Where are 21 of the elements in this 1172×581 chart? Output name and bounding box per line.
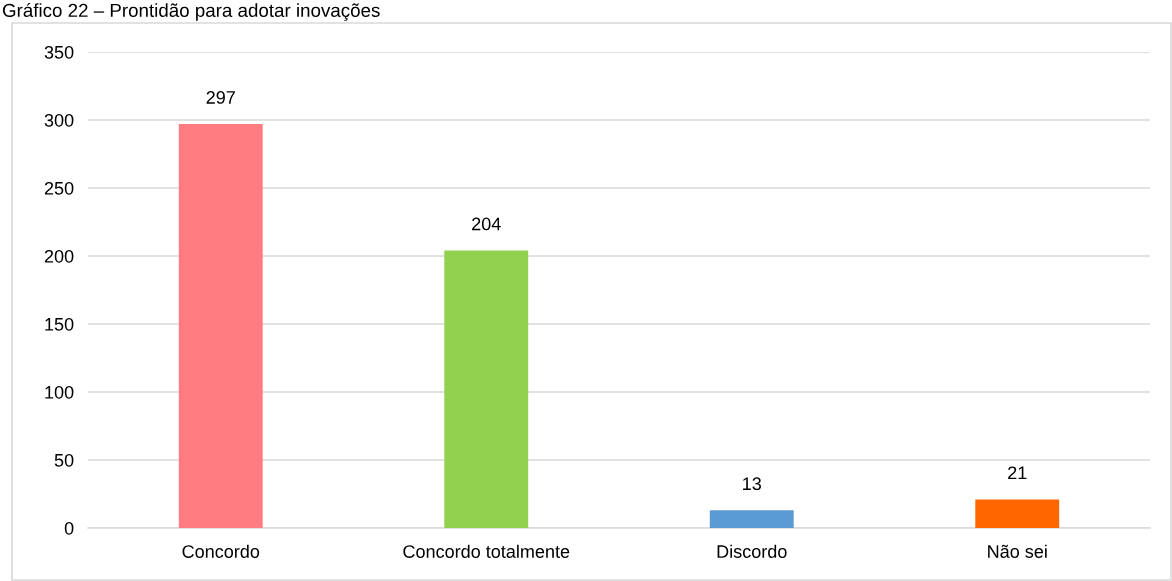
data-label: 13 <box>743 477 761 491</box>
bar <box>178 124 263 528</box>
y-tick-label: 100 <box>45 385 74 399</box>
y-tick-label: 150 <box>45 317 74 331</box>
y-tick-label: 350 <box>44 45 74 59</box>
y-tick-label: 300 <box>44 113 74 127</box>
chart-title: Gráfico 22 – Prontidão para adotar inovações <box>2 3 380 21</box>
x-tick-label: Concordo totalmente <box>403 544 570 558</box>
x-tick-label: Discordo <box>717 544 787 558</box>
y-tick-label: 200 <box>44 249 74 263</box>
y-tick-label: 250 <box>44 181 74 195</box>
bar <box>975 499 1060 528</box>
bar <box>709 510 794 528</box>
data-label: 204 <box>472 217 501 231</box>
y-tick-label: 0 <box>64 521 74 535</box>
x-tick-label: Concordo <box>182 544 260 558</box>
x-tick-label: Não sei <box>988 544 1047 558</box>
data-label: 297 <box>206 91 235 104</box>
data-label: 21 <box>1008 466 1027 480</box>
y-tick-label: 50 <box>54 453 74 467</box>
bar <box>444 250 529 528</box>
